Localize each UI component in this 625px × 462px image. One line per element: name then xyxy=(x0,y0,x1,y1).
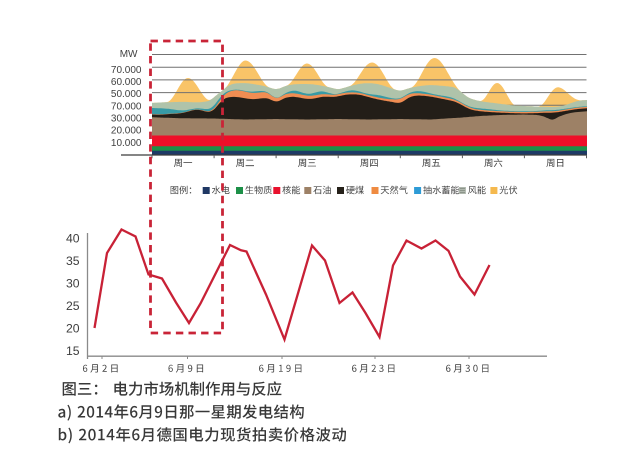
svg-text:30: 30 xyxy=(66,277,80,291)
svg-text:25: 25 xyxy=(66,299,80,313)
svg-text:60.000: 60.000 xyxy=(111,77,142,88)
svg-text:70.000: 70.000 xyxy=(111,65,142,76)
svg-text:50.000: 50.000 xyxy=(111,89,142,100)
svg-text:40: 40 xyxy=(66,232,80,246)
svg-text:70.000: 70.000 xyxy=(111,101,142,112)
svg-text:30.000: 30.000 xyxy=(111,114,142,125)
svg-text:10.000: 10.000 xyxy=(111,138,142,149)
svg-text:15: 15 xyxy=(66,344,80,358)
svg-text:20: 20 xyxy=(66,322,80,336)
svg-text:20.000: 20.000 xyxy=(111,126,142,137)
svg-text:35: 35 xyxy=(66,254,80,268)
svg-text:MW: MW xyxy=(120,49,138,60)
